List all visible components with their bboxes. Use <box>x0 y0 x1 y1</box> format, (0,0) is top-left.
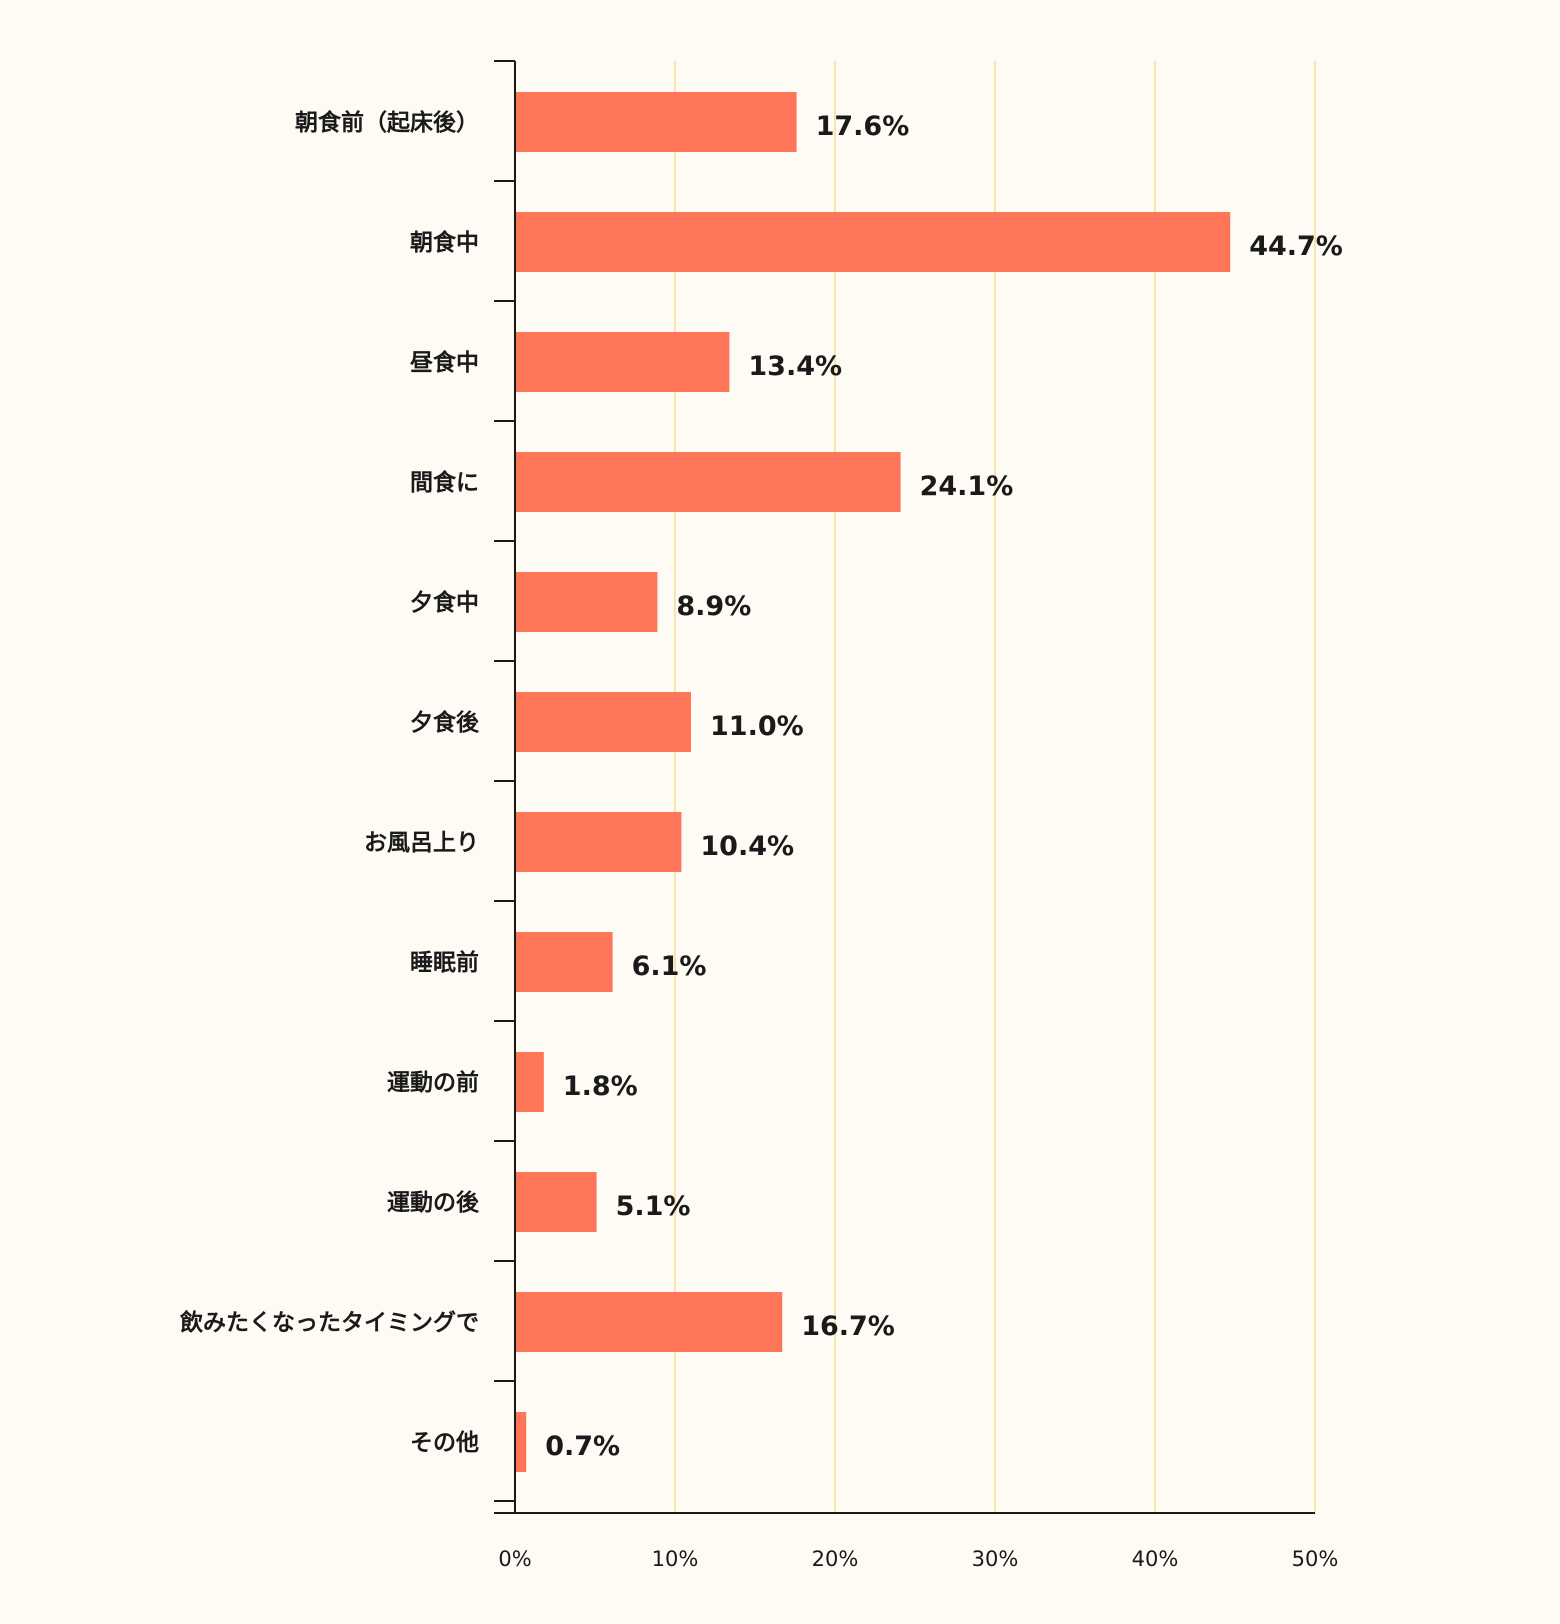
x-tick-label: 20% <box>812 1547 859 1571</box>
labels: 0% 10% 20% 30% 40% 50% 朝食前（起床後） 17.6% 朝食中 44.7% 昼食… <box>179 109 1343 1571</box>
bar <box>515 212 1231 272</box>
value-label: 17.6% <box>816 111 910 142</box>
bar <box>515 1292 783 1352</box>
x-tick-label: 30% <box>972 1547 1019 1571</box>
category-label: 運動の後 <box>387 1189 480 1216</box>
bar <box>515 1412 527 1472</box>
category-label: 夕食中 <box>410 589 479 616</box>
x-tick-label: 0% <box>498 1547 531 1571</box>
value-label: 8.9% <box>676 591 751 622</box>
value-label: 16.7% <box>801 1311 895 1342</box>
bar <box>515 1172 597 1232</box>
x-tick-label: 10% <box>652 1547 699 1571</box>
value-label: 10.4% <box>700 831 794 862</box>
category-label: 間食に <box>410 469 479 496</box>
bar <box>515 332 730 392</box>
category-label: 朝食中 <box>410 229 479 256</box>
category-label: お風呂上り <box>364 830 479 856</box>
bar <box>515 452 901 512</box>
value-label: 11.0% <box>710 711 804 742</box>
bar <box>515 692 691 752</box>
value-label: 5.1% <box>616 1191 691 1222</box>
category-label: 飲みたくなったタイミングで <box>179 1309 479 1336</box>
bar <box>515 1052 544 1112</box>
category-label: 睡眠前 <box>410 949 479 976</box>
value-label: 13.4% <box>748 351 842 382</box>
value-label: 6.1% <box>632 951 707 982</box>
bars <box>515 92 1231 1472</box>
value-label: 44.7% <box>1249 231 1343 262</box>
category-label: 夕食後 <box>410 709 480 736</box>
bar <box>515 92 797 152</box>
value-label: 24.1% <box>920 471 1014 502</box>
x-tick-label: 50% <box>1292 1547 1339 1571</box>
category-label: その他 <box>410 1430 479 1456</box>
value-label: 0.7% <box>545 1431 620 1462</box>
bar <box>515 812 682 872</box>
category-label: 朝食前（起床後） <box>295 109 479 136</box>
category-label: 昼食中 <box>410 349 479 376</box>
value-label: 1.8% <box>563 1071 638 1102</box>
x-tick-label: 40% <box>1132 1547 1179 1571</box>
category-label: 運動の前 <box>387 1069 479 1096</box>
bar <box>515 572 658 632</box>
axes <box>494 60 1315 1514</box>
bar <box>515 932 613 992</box>
grid-lines <box>674 61 1316 1513</box>
